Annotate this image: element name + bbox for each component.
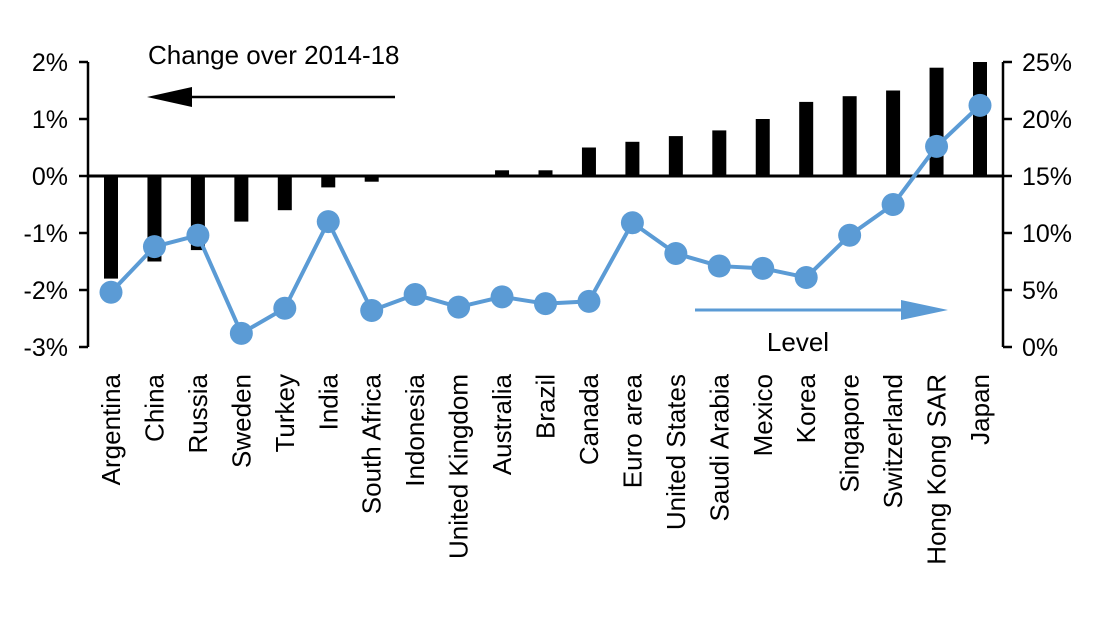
category-label-saudi-arabia: Saudi Arabia xyxy=(704,373,734,521)
bar-singapore xyxy=(842,96,857,176)
level-marker-india xyxy=(316,210,340,234)
level-marker-saudi-arabia xyxy=(707,254,731,278)
category-label-turkey: Turkey xyxy=(270,374,300,453)
level-marker-switzerland xyxy=(881,193,905,216)
category-label-indonesia: Indonesia xyxy=(400,373,430,486)
category-label-mexico: Mexico xyxy=(748,374,778,456)
category-label-sweden: Sweden xyxy=(226,374,256,468)
bar-sweden xyxy=(234,176,249,222)
change-arrow-head xyxy=(147,87,192,107)
level-marker-argentina xyxy=(99,280,123,304)
category-label-euro-area: Euro area xyxy=(617,373,647,488)
category-label-south-africa: South Africa xyxy=(357,373,387,514)
level-marker-united-states xyxy=(664,242,688,266)
level-marker-turkey xyxy=(273,296,297,320)
bar-india xyxy=(321,176,336,188)
level-marker-canada xyxy=(577,289,601,313)
left-axis-tick-label: -3% xyxy=(24,334,68,362)
level-marker-korea xyxy=(794,265,818,289)
bar-korea xyxy=(799,101,814,176)
level-arrow-head xyxy=(901,300,948,320)
right-axis-tick-label: 25% xyxy=(1022,49,1072,77)
level-marker-singapore xyxy=(838,223,862,247)
left-axis-tick-label: -1% xyxy=(24,220,68,248)
right-axis-tick-label: 15% xyxy=(1022,163,1072,191)
level-marker-hong-kong-sar xyxy=(925,134,949,158)
category-label-united-states: United States xyxy=(661,374,691,530)
level-marker-south-africa xyxy=(360,299,384,323)
level-marker-russia xyxy=(186,223,210,247)
category-label-hong-kong-sar: Hong Kong SAR xyxy=(922,374,952,565)
bar-united-states xyxy=(668,136,683,176)
bar-euro-area xyxy=(625,141,640,176)
bar-hong-kong-sar xyxy=(929,67,944,176)
category-label-united-kingdom: United Kingdom xyxy=(444,374,474,559)
bar-brazil xyxy=(538,170,553,176)
category-label-argentina: Argentina xyxy=(96,373,126,485)
line-series-title: Level xyxy=(767,327,829,357)
category-label-japan: Japan xyxy=(965,374,995,445)
bar-series-title: Change over 2014-18 xyxy=(148,40,400,70)
level-marker-australia xyxy=(490,285,514,309)
right-axis-tick-label: 10% xyxy=(1022,220,1072,248)
bar-switzerland xyxy=(886,90,901,176)
bar-south-africa xyxy=(364,176,379,182)
right-axis-tick-label: 20% xyxy=(1022,106,1072,134)
level-marker-indonesia xyxy=(403,283,427,307)
left-axis-tick-label: 0% xyxy=(32,163,68,191)
bar-australia xyxy=(495,170,510,176)
level-marker-japan xyxy=(968,93,992,117)
level-marker-brazil xyxy=(534,292,557,316)
category-label-australia: Australia xyxy=(487,373,517,475)
category-label-russia: Russia xyxy=(183,373,213,453)
level-marker-united-kingdom xyxy=(447,295,471,319)
bar-japan xyxy=(973,62,987,176)
right-axis-tick-label: 5% xyxy=(1022,277,1058,305)
level-marker-euro-area xyxy=(620,211,644,235)
bar-turkey xyxy=(277,176,292,211)
category-label-singapore: Singapore xyxy=(835,374,865,493)
category-label-switzerland: Switzerland xyxy=(878,374,908,508)
right-axis-tick-label: 0% xyxy=(1022,334,1058,362)
level-marker-china xyxy=(142,235,166,259)
category-label-canada: Canada xyxy=(574,373,604,465)
level-marker-mexico xyxy=(751,256,775,280)
category-label-korea: Korea xyxy=(791,373,821,443)
left-axis-tick-label: 2% xyxy=(32,49,68,77)
category-label-brazil: Brazil xyxy=(531,374,561,439)
bar-mexico xyxy=(755,119,770,176)
category-label-india: India xyxy=(313,373,343,430)
category-label-china: China xyxy=(139,373,169,441)
left-axis-tick-label: -2% xyxy=(24,277,68,305)
left-axis-tick-label: 1% xyxy=(32,106,68,134)
level-marker-sweden xyxy=(229,321,253,345)
bar-canada xyxy=(581,147,596,176)
bar-saudi-arabia xyxy=(712,130,727,176)
bar-argentina xyxy=(104,176,118,279)
